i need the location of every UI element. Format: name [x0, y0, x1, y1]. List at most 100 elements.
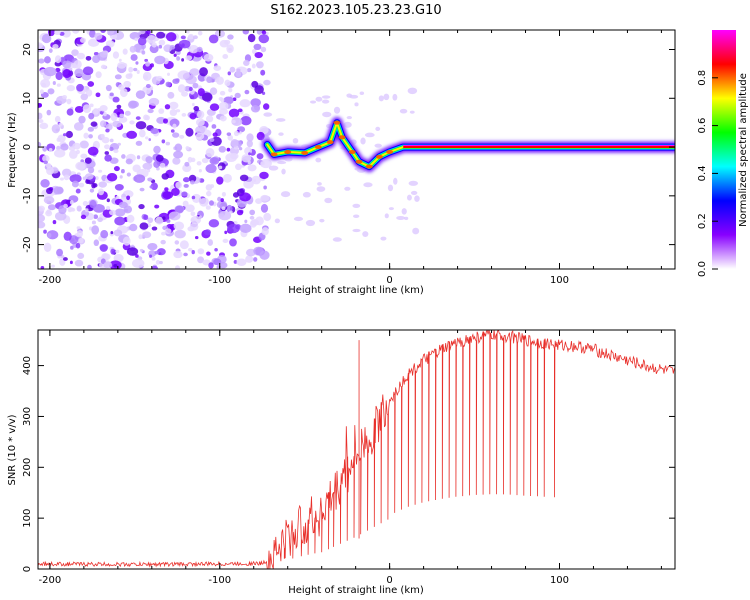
noise-blob [145, 84, 151, 89]
noise-blob [87, 146, 99, 156]
noise-blob [208, 200, 214, 206]
noise-blob [249, 215, 255, 220]
noise-blob [112, 51, 120, 59]
noise-blob [129, 45, 137, 53]
noise-blob [43, 160, 48, 165]
noise-blob [189, 222, 199, 231]
noise-blob [95, 71, 102, 79]
noise-blob [92, 203, 105, 213]
noise-blob [69, 207, 75, 212]
noise-blob [66, 98, 72, 105]
noise-blob [246, 67, 252, 73]
noise-blob [142, 162, 153, 170]
figure-title: S162.2023.105.23.23.G10 [270, 3, 441, 18]
noise-blob [45, 163, 52, 169]
heatmap-frame [37, 29, 676, 270]
noise-blob [274, 218, 280, 224]
noise-blob [62, 133, 67, 137]
noise-blob [45, 187, 53, 195]
noise-blob [181, 113, 187, 117]
noise-blob [204, 229, 212, 236]
noise-blob [189, 68, 200, 76]
noise-blob [240, 115, 252, 126]
noise-blob [136, 70, 140, 74]
noise-blob [185, 204, 195, 213]
noise-blob [137, 37, 147, 46]
noise-blob [195, 125, 206, 135]
noise-blob [63, 231, 72, 241]
noise-blob [98, 169, 103, 173]
noise-blob [139, 30, 146, 35]
noise-blob [253, 246, 264, 256]
noise-blob [97, 217, 103, 223]
noise-blob [392, 93, 398, 101]
noise-blob [226, 147, 231, 152]
noise-blob [60, 254, 65, 259]
noise-blob [150, 63, 154, 68]
noise-blob [277, 161, 287, 165]
noise-blob [316, 186, 326, 192]
noise-blob [176, 56, 181, 61]
noise-blob [218, 146, 227, 153]
noise-blob [155, 216, 164, 225]
signal-hotspot [284, 149, 292, 154]
noise-blob [321, 95, 331, 99]
noise-blob [76, 83, 84, 92]
noise-blob [80, 214, 87, 220]
noise-blob [85, 178, 91, 184]
noise-blob [70, 245, 74, 250]
noise-blob [321, 99, 330, 104]
noise-blob [247, 160, 251, 165]
noise-blob [193, 35, 198, 40]
noise-blob [222, 238, 229, 244]
snr-y-tick-label: 200 [22, 458, 33, 477]
noise-blob [75, 161, 86, 171]
noise-blob [251, 63, 256, 69]
colorbar-gradient [712, 30, 736, 269]
noise-blob [66, 84, 76, 92]
noise-blob [174, 143, 183, 152]
noise-blob [249, 209, 256, 216]
heatmap-signal-track [260, 115, 675, 174]
noise-blob [87, 38, 100, 47]
noise-blob [172, 132, 180, 138]
noise-blob [52, 44, 59, 50]
noise-blob [80, 93, 89, 101]
noise-blob [353, 214, 360, 218]
signal-hotspot [365, 164, 373, 169]
noise-blob [387, 184, 394, 192]
noise-blob [213, 65, 222, 72]
noise-blob [116, 104, 122, 109]
noise-blob [129, 120, 135, 125]
noise-blob [79, 140, 89, 149]
noise-blob [154, 204, 160, 209]
noise-blob [187, 156, 193, 163]
noise-blob [135, 254, 139, 258]
noise-blob [246, 133, 254, 142]
noise-blob [46, 143, 56, 152]
noise-blob [209, 157, 220, 165]
noise-blob [160, 239, 166, 245]
noise-blob [135, 116, 141, 120]
noise-blob [43, 196, 55, 205]
noise-blob [119, 113, 124, 118]
noise-blob [248, 152, 251, 156]
noise-blob [73, 122, 84, 131]
noise-blob [143, 75, 149, 80]
noise-blob [149, 44, 159, 54]
noise-blob [225, 153, 238, 163]
noise-blob [109, 138, 114, 143]
noise-blob [126, 214, 135, 223]
noise-blob [72, 142, 81, 150]
noise-blob [293, 216, 304, 222]
noise-blob [253, 257, 258, 262]
noise-blob [174, 240, 180, 245]
noise-blob [123, 80, 132, 88]
noise-blob [344, 186, 351, 191]
noise-blob [53, 149, 66, 158]
noise-blob [227, 223, 240, 234]
noise-blob [229, 238, 237, 247]
noise-blob [76, 52, 86, 60]
noise-blob [244, 89, 250, 95]
noise-blob [133, 174, 146, 183]
